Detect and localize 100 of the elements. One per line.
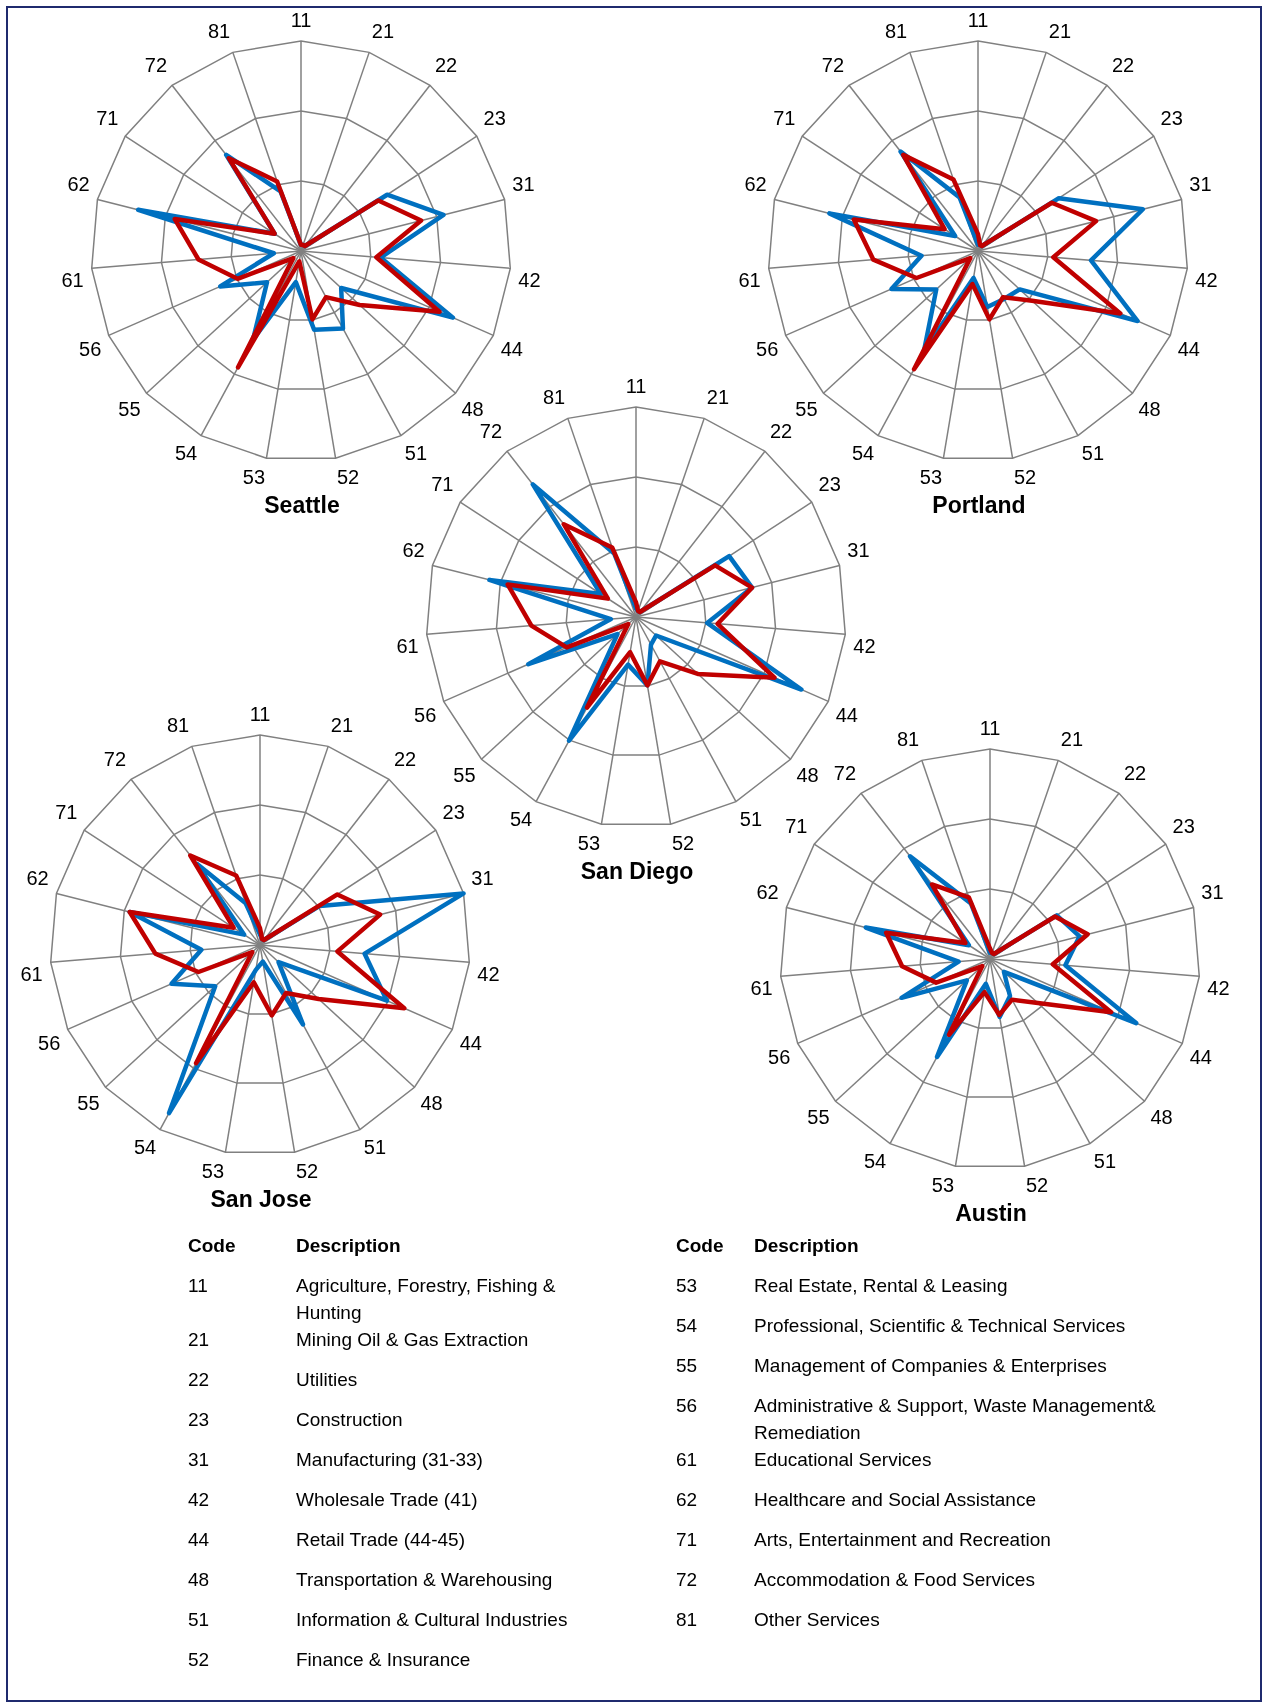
spoke-label: 42: [1195, 268, 1218, 291]
spoke-label: 54: [133, 1136, 157, 1159]
spoke-label: 31: [512, 173, 535, 195]
text: Mining Oil & Gas Extraction: [296, 1328, 530, 1352]
spoke-label: 72: [144, 54, 168, 77]
spoke-label: 62: [402, 539, 425, 561]
spoke-label: 52: [336, 465, 360, 488]
text: 48: [188, 1568, 211, 1592]
spoke-label: 71: [785, 815, 808, 838]
spoke-label: 62: [26, 867, 49, 889]
spoke-label: 11: [625, 374, 647, 397]
spoke-label: 21: [1048, 20, 1072, 43]
text: 53: [676, 1274, 699, 1298]
spoke-label: 52: [671, 831, 695, 854]
spoke-label: 71: [773, 107, 796, 130]
spoke-label: 51: [363, 1136, 387, 1159]
spoke-label: 71: [96, 107, 119, 130]
spoke-label: 48: [1138, 398, 1161, 421]
text: 22: [188, 1368, 211, 1392]
spoke-label: 48: [461, 398, 484, 421]
text: Construction: [296, 1408, 404, 1432]
spoke-label: 48: [796, 764, 819, 787]
spoke-label: 51: [1081, 442, 1105, 465]
text: 71: [676, 1528, 699, 1552]
text: Code: [188, 1234, 237, 1258]
spoke-label: 56: [79, 338, 102, 361]
text: 11: [188, 1274, 209, 1298]
spoke-label: 71: [431, 473, 454, 496]
text: Finance & Insurance: [296, 1648, 472, 1672]
spoke-label: 53: [931, 1173, 955, 1196]
spoke-label: 22: [1111, 54, 1135, 77]
text: Seattle: [264, 491, 340, 518]
text: San Diego: [580, 857, 694, 884]
spoke-label: 55: [118, 398, 141, 421]
spoke-label: 61: [61, 268, 84, 291]
spoke-label: 53: [577, 831, 601, 854]
spoke-label: 23: [1160, 107, 1183, 130]
spoke-label: 23: [1172, 815, 1195, 838]
spoke-label: 53: [242, 465, 266, 488]
spoke-label: 42: [853, 634, 876, 657]
spoke-label: 22: [1123, 762, 1147, 785]
spoke-label: 53: [201, 1159, 225, 1182]
text: Healthcare and Social Assistance: [754, 1488, 1037, 1512]
spoke-label: 56: [768, 1046, 791, 1069]
text: 81: [676, 1608, 699, 1632]
spoke-label: 31: [1189, 173, 1212, 195]
spoke-label: 11: [290, 8, 312, 31]
spoke-label: 21: [371, 20, 395, 43]
text: Utilities: [296, 1368, 359, 1392]
text: 52: [188, 1648, 211, 1672]
spoke-label: 81: [207, 20, 231, 43]
spoke-label: 72: [821, 54, 845, 77]
text: 51: [188, 1608, 211, 1632]
spoke-label: 55: [795, 398, 818, 421]
spoke-label: 22: [393, 748, 417, 771]
spoke-label: 23: [442, 801, 465, 824]
spoke-label: 61: [750, 976, 773, 999]
text: 61: [676, 1448, 699, 1472]
text: 55: [676, 1354, 699, 1378]
text: 44: [188, 1528, 211, 1552]
text: 54: [676, 1314, 699, 1338]
text: Real Estate, Rental & Leasing: [754, 1274, 1009, 1298]
text: Information & Cultural Industries: [296, 1608, 569, 1632]
spoke-label: 53: [919, 465, 943, 488]
text: Management of Companies & Enterprises: [754, 1354, 1108, 1378]
spoke-label: 51: [404, 442, 428, 465]
spoke-label: 81: [542, 386, 566, 409]
spoke-label: 22: [434, 54, 458, 77]
spoke-label: 54: [851, 442, 875, 465]
text: Transportation & Warehousing: [296, 1568, 554, 1592]
spoke-label: 72: [479, 420, 503, 443]
text: Retail Trade (44-45): [296, 1528, 466, 1552]
spoke-label: 44: [459, 1032, 482, 1055]
spoke-label: 52: [295, 1159, 319, 1182]
spoke-label: 44: [500, 338, 523, 361]
spoke-label: 54: [509, 808, 533, 831]
spoke-label: 71: [55, 801, 78, 824]
spoke-label: 23: [818, 473, 841, 496]
text: Description: [296, 1234, 402, 1258]
spoke-label: 51: [1093, 1150, 1117, 1173]
spoke-label: 21: [706, 386, 730, 409]
text: Code: [676, 1234, 725, 1258]
spoke-label: 55: [807, 1106, 830, 1129]
spoke-label: 72: [833, 762, 857, 785]
spoke-label: 62: [67, 173, 90, 195]
spoke-label: 21: [1060, 728, 1084, 751]
text: 31: [188, 1448, 211, 1472]
text: Professional, Scientific & Technical Services: [754, 1314, 1127, 1338]
text: Arts, Entertainment and Recreation: [754, 1528, 1052, 1552]
spoke-label: 61: [738, 268, 761, 291]
text: 56: [676, 1394, 699, 1418]
spoke-label: 11: [967, 8, 989, 31]
text: Agriculture, Forestry, Fishing & Hunting: [296, 1274, 557, 1325]
spoke-label: 31: [471, 867, 494, 889]
spoke-label: 56: [756, 338, 779, 361]
spoke-label: 56: [414, 704, 437, 727]
spoke-label: 31: [1201, 881, 1224, 903]
spoke-label: 72: [103, 748, 127, 771]
spoke-label: 21: [330, 714, 354, 737]
spoke-label: 44: [1189, 1046, 1212, 1069]
